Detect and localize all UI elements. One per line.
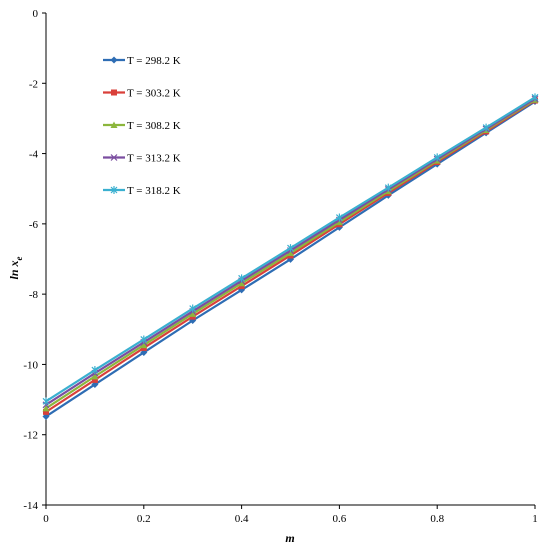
legend-item-5: T = 318.2 K xyxy=(103,185,181,197)
legend-label: T = 318.2 K xyxy=(127,185,181,197)
data-point xyxy=(42,404,50,412)
legend-label: T = 303.2 K xyxy=(127,88,181,100)
series-5 xyxy=(42,93,539,406)
data-point xyxy=(335,218,343,226)
legend-label: T = 298.2 K xyxy=(127,55,181,67)
legend-item-3: T = 308.2 K xyxy=(103,120,181,132)
y-tick-label: -8 xyxy=(29,289,39,301)
legend-label: T = 308.2 K xyxy=(127,120,181,132)
legend-item-1: T = 298.2 K xyxy=(103,55,181,67)
x-axis-title: m xyxy=(285,531,294,545)
y-tick-label: -4 xyxy=(29,149,39,161)
data-point xyxy=(238,274,246,283)
x-tick-label: 0.4 xyxy=(235,513,249,525)
y-axis-title-subscript: e xyxy=(14,256,24,260)
data-point xyxy=(43,408,49,415)
x-tick-label: 0 xyxy=(43,513,49,525)
x-tick-label: 1 xyxy=(532,513,538,525)
legend-marker xyxy=(110,154,118,161)
legend-marker xyxy=(110,56,118,64)
data-point xyxy=(287,244,294,253)
plot-area xyxy=(42,93,539,420)
legend-marker xyxy=(110,186,118,194)
y-tick-label: -14 xyxy=(23,500,38,512)
legend-item-2: T = 303.2 K xyxy=(103,88,181,100)
y-axis-title-main: ln x xyxy=(7,260,21,279)
data-point xyxy=(335,213,343,222)
data-point xyxy=(482,123,490,132)
data-point xyxy=(189,310,197,317)
data-point xyxy=(238,279,246,287)
data-point xyxy=(433,153,441,162)
axes: 0 -2 -4 -6 -8 -10 -12 -14 0 0.2 0.4 0.6 0.8 1 xyxy=(23,8,537,525)
data-point xyxy=(531,93,539,102)
data-point xyxy=(91,376,98,383)
y-axis-title: ln xe xyxy=(7,256,24,279)
y-tick-label: 0 xyxy=(33,8,39,20)
x-tick-label: 0.2 xyxy=(137,513,151,525)
legend-item-4: T = 313.2 K xyxy=(103,153,181,165)
data-point xyxy=(140,341,148,349)
y-tick-label: -12 xyxy=(23,430,38,442)
legend-label: T = 313.2 K xyxy=(127,153,181,165)
data-point xyxy=(140,335,148,344)
legend-marker xyxy=(111,89,117,96)
y-tick-label: -10 xyxy=(23,359,38,371)
legend-marker xyxy=(110,121,118,128)
legend: T = 298.2 K T = 303.2 K T = 308.2 K T = 313… xyxy=(103,55,181,197)
data-point xyxy=(91,372,99,380)
y-tick-label: -2 xyxy=(29,78,38,90)
data-point xyxy=(91,366,99,375)
x-tick-label: 0.8 xyxy=(430,513,444,525)
data-point xyxy=(287,249,294,257)
data-point xyxy=(384,183,392,192)
x-tick-label: 0.6 xyxy=(333,513,347,525)
data-point xyxy=(42,397,50,406)
data-point xyxy=(189,304,197,313)
y-tick-label: -6 xyxy=(29,219,39,231)
